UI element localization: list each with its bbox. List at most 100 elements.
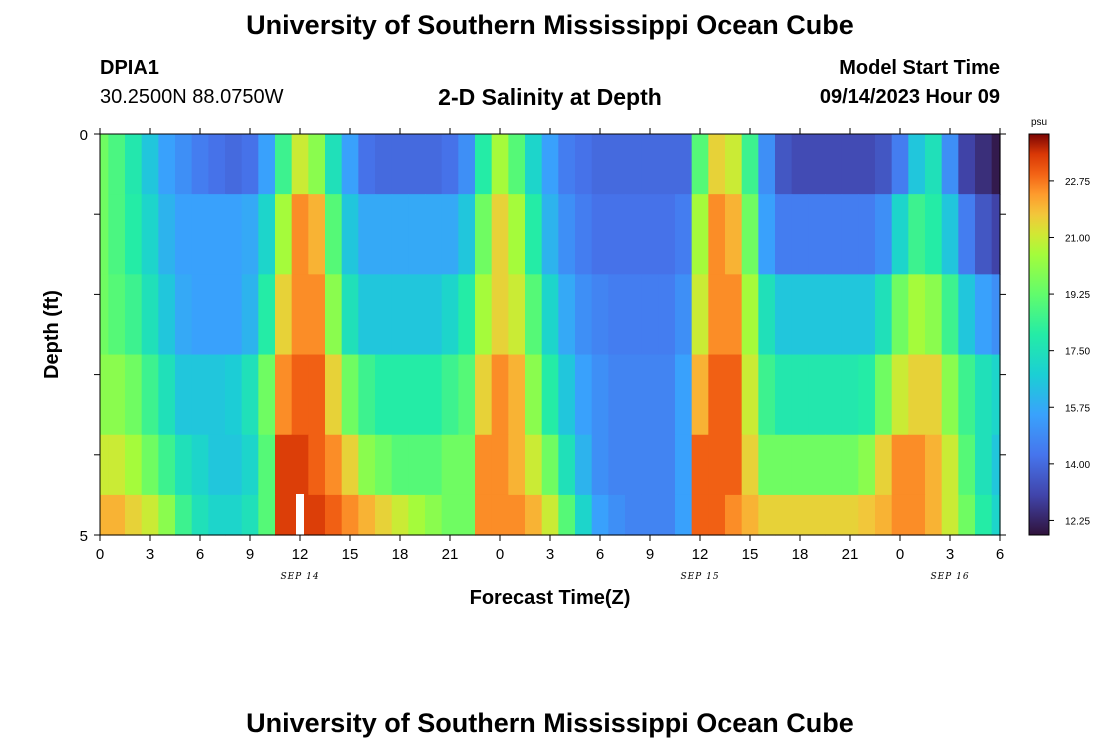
heatmap-cell [358,494,376,536]
heatmap-cell [158,274,176,356]
heatmap-cell [141,194,159,275]
heatmap-cell [775,434,793,496]
station-id: DPIA1 [100,57,159,79]
heatmap-cell [958,274,976,356]
heatmap-cell [908,494,926,536]
heatmap-cell [941,354,959,436]
heatmap-cell [708,194,726,275]
heatmap-cell [758,134,776,195]
heatmap-cell [241,194,259,275]
heatmap-cell [458,354,476,436]
heatmap-cell [558,134,576,195]
y-axis-label: Depth (ft) [41,290,63,379]
heatmap-cell [758,354,776,436]
heatmap-cell [391,354,409,436]
heatmap-cell [891,354,909,436]
heatmap-cell [541,494,559,536]
heatmap-cell [625,434,643,496]
heatmap-cell [808,194,826,275]
y-tick-label: 5 [80,528,88,545]
heatmap-cell [675,274,693,356]
heatmap-cell [808,354,826,436]
heatmap-cell [541,134,559,195]
heatmap-cell [591,354,609,436]
heatmap-cell [241,494,259,536]
heatmap-cell [575,274,593,356]
heatmap-cell [391,494,409,536]
heatmap-cell [725,274,743,356]
heatmap-cell [658,194,676,275]
heatmap-cell [375,134,393,195]
heatmap-cell [458,494,476,536]
heatmap-cell [675,354,693,436]
heatmap-cell [408,494,426,536]
heatmap-cell [691,354,709,436]
heatmap-cell [658,494,676,536]
heatmap-cell [708,354,726,436]
heatmap-cell [341,434,359,496]
heatmap-cell [241,434,259,496]
heatmap-cell [575,354,593,436]
heatmap-cell [591,434,609,496]
x-tick-label: 21 [842,546,859,563]
heatmap-cell [108,194,126,275]
heatmap-cell [475,434,493,496]
heatmap-cell [708,134,726,195]
heatmap-cell [308,354,326,436]
heatmap-cell [875,194,893,275]
heatmap-cell [508,194,526,275]
x-tick-label: 6 [196,546,204,563]
heatmap-cell [308,134,326,195]
heatmap-cell [225,434,243,496]
y-tick-label: 0 [80,127,88,144]
heatmap-cell [725,134,743,195]
heatmap-cell [291,434,309,496]
heatmap-cell [841,434,859,496]
heatmap-cell [475,354,493,436]
heatmap-cell [858,494,876,536]
heatmap-cell [125,434,143,496]
heatmap-cell [275,494,293,536]
heatmap-cell [841,494,859,536]
heatmap-cell [508,354,526,436]
heatmap-cell [658,134,676,195]
heatmap-cell [975,194,993,275]
heatmap-cell [100,434,109,496]
heatmap-cell [291,134,309,195]
heatmap-cell [825,434,843,496]
x-tick-label: 15 [342,546,359,563]
heatmap-cell [808,494,826,536]
heatmap-cell [775,134,793,195]
heatmap-cell [325,354,343,436]
heatmap-cell [658,274,676,356]
heatmap-cell [991,134,1001,195]
heatmap-cell [191,494,209,536]
heatmap-cell [525,434,543,496]
heatmap-cell [758,194,776,275]
heatmap-cell [558,274,576,356]
model-start-label: Model Start Time [839,57,1000,79]
heatmap-cell [575,194,593,275]
heatmap-cell [725,354,743,436]
heatmap-cell [358,434,376,496]
heatmap-cell [508,134,526,195]
x-tick-label: 12 [692,546,709,563]
heatmap-cell [841,354,859,436]
heatmap-cell [508,434,526,496]
heatmap-cell [958,434,976,496]
heatmap-cell [258,274,276,356]
heatmap-cell [100,354,109,436]
heatmap-cell [641,434,659,496]
heatmap-cell [491,134,509,195]
heatmap-cell [341,194,359,275]
x-tick-label: 9 [246,546,254,563]
heatmap-cell [525,494,543,536]
heatmap-cell [558,494,576,536]
heatmap-cell [541,194,559,275]
heatmap-cell [191,194,209,275]
heatmap-cell [225,274,243,356]
heatmap-cell [375,494,393,536]
heatmap-cell [541,274,559,356]
heatmap-cell [591,494,609,536]
heatmap-cell [225,134,243,195]
